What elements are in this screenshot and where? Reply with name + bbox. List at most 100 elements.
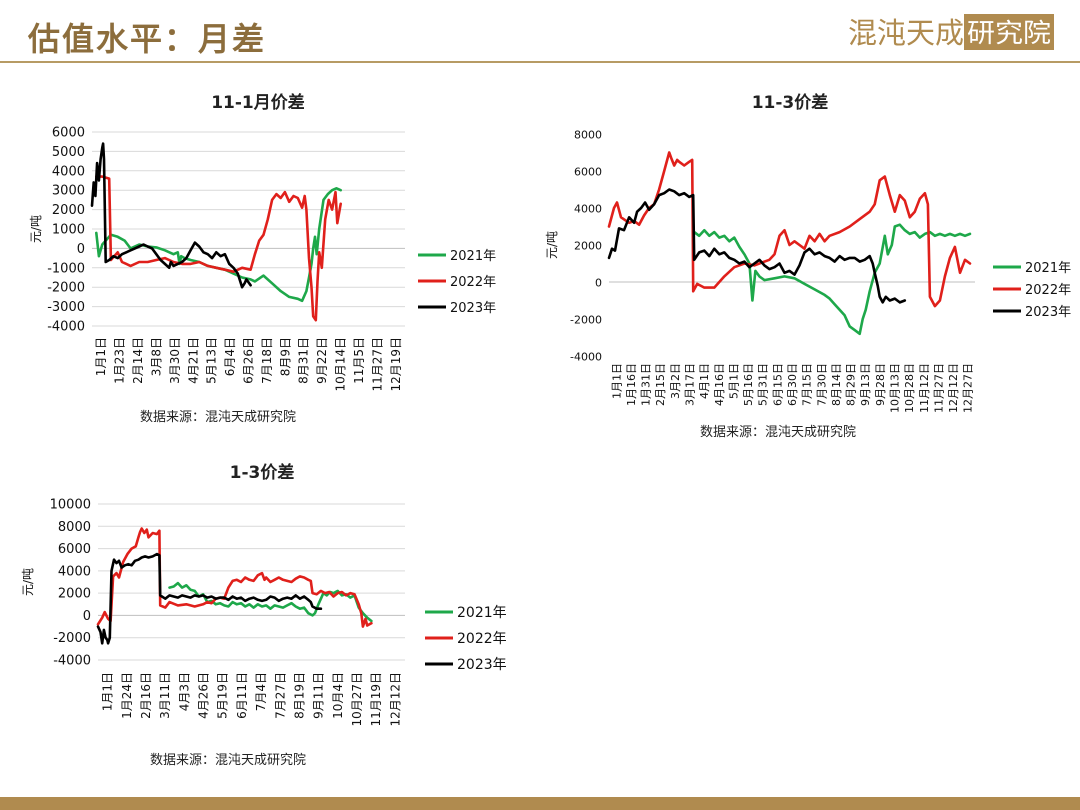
x-tick-label: 4月21日 xyxy=(186,337,200,384)
x-tick-label: 8月14日 xyxy=(830,363,843,406)
y-tick-label: 1000 xyxy=(52,223,85,238)
x-tick-label: 8月29日 xyxy=(845,363,858,406)
x-tick-label: 4月16日 xyxy=(713,363,726,406)
x-tick-label: 5月19日 xyxy=(216,672,230,719)
y-tick-label: 6000 xyxy=(52,126,85,141)
x-tick-label: 2月14日 xyxy=(131,337,145,384)
series-line-2023 xyxy=(90,142,252,289)
x-tick-label: 5月16日 xyxy=(742,363,755,406)
y-tick-label: 0 xyxy=(77,242,85,257)
y-tick-label: -4000 xyxy=(53,654,91,669)
x-tick-label: 4月26日 xyxy=(197,672,211,719)
legend-label: 2023年 xyxy=(1025,305,1071,320)
x-tick-label: 6月30日 xyxy=(786,363,799,406)
y-tick-label: -4000 xyxy=(47,320,85,335)
x-tick-label: 7月18日 xyxy=(260,337,274,384)
chart-11-1-spread: 11-1月价差 元/吨 数据来源：混沌天成研究院 -4000 -3000 -2000… xyxy=(29,92,496,425)
legend-label: 2022年 xyxy=(1025,283,1071,298)
y-tick-label: 5000 xyxy=(52,145,85,160)
legend: 2021年 2022年 2023年 xyxy=(425,605,507,673)
x-tick-label: 6月15日 xyxy=(771,363,784,406)
x-tick-label: 10月4日 xyxy=(331,672,345,719)
series-line-2023 xyxy=(607,188,907,304)
y-tick-label: 3000 xyxy=(52,184,85,199)
y-axis-ticks: -4000 -3000 -2000 -1000 0 1000 2000 3000 4000 500… xyxy=(47,126,85,335)
legend-label: 2023年 xyxy=(450,301,496,316)
legend-label: 2021年 xyxy=(457,605,507,621)
chart-11-3-spread: 11-3价差 元/吨 数据来源：混沌天成研究院 -4000 -2000 0 2000 4… xyxy=(545,92,1071,440)
y-tick-label: 0 xyxy=(83,609,91,624)
legend: 2021年 2022年 2023年 xyxy=(993,261,1071,320)
y-axis-unit: 元/吨 xyxy=(545,231,559,259)
y-tick-label: 10000 xyxy=(50,498,91,513)
series-lines xyxy=(607,151,972,336)
series-lines xyxy=(96,527,373,645)
x-tick-label: 7月30日 xyxy=(815,363,828,406)
x-tick-label: 3月8日 xyxy=(149,337,163,376)
x-tick-label: 9月13日 xyxy=(859,363,872,406)
footer-bar xyxy=(0,797,1080,810)
x-tick-label: 1月1日 xyxy=(94,337,108,376)
legend-label: 2021年 xyxy=(450,249,496,264)
data-source: 数据来源：混沌天成研究院 xyxy=(150,753,306,768)
x-tick-label: 1月16日 xyxy=(625,363,638,406)
x-tick-label: 10月13日 xyxy=(888,363,901,413)
x-tick-label: 1月24日 xyxy=(120,672,134,719)
y-axis-ticks: -4000 -2000 0 2000 4000 6000 8000 xyxy=(570,129,602,364)
y-tick-label: 2000 xyxy=(58,587,91,602)
x-tick-label: 5月31日 xyxy=(757,363,770,406)
x-axis-ticks: 1月1日 1月23日 2月14日 3月8日 3月30日 4月21日 5月13日 6月4日 6月2… xyxy=(94,337,403,392)
x-tick-label: 10月27日 xyxy=(350,672,364,727)
y-tick-label: 8000 xyxy=(574,129,602,142)
grid-lines xyxy=(92,131,405,327)
legend-label: 2023年 xyxy=(457,657,507,673)
header-divider xyxy=(0,61,1080,63)
legend-label: 2022年 xyxy=(450,275,496,290)
x-tick-label: 11月5日 xyxy=(352,337,366,384)
x-tick-label: 9月28日 xyxy=(874,363,887,406)
y-tick-label: 0 xyxy=(595,277,602,290)
grid-lines xyxy=(98,503,405,661)
x-tick-label: 12月12日 xyxy=(947,363,960,413)
x-tick-label: 8月31日 xyxy=(297,337,311,384)
y-axis-ticks: -4000 -2000 0 2000 4000 6000 8000 10000 xyxy=(50,498,91,669)
x-tick-label: 1月1日 xyxy=(101,672,115,711)
x-tick-label: 6月4日 xyxy=(223,337,237,376)
x-tick-label: 2月15日 xyxy=(654,363,667,406)
y-tick-label: 6000 xyxy=(58,542,91,557)
x-tick-label: 3月2日 xyxy=(669,363,682,399)
series-lines xyxy=(90,142,342,322)
x-tick-label: 5月13日 xyxy=(205,337,219,384)
chart-title: 11-3价差 xyxy=(752,92,829,113)
x-tick-label: 8月19日 xyxy=(292,672,306,719)
series-line-2023 xyxy=(96,552,323,645)
x-tick-label: 2月16日 xyxy=(139,672,153,719)
x-tick-label: 9月22日 xyxy=(315,337,329,384)
x-tick-label: 12月19日 xyxy=(389,337,403,392)
series-line-2022 xyxy=(95,175,342,322)
brand-logo: 混沌天成 研究院 xyxy=(848,14,1054,50)
x-tick-label: 12月12日 xyxy=(388,672,402,727)
x-tick-label: 7月27日 xyxy=(273,672,287,719)
x-axis-ticks: 1月1日 1月16日 1月31日 2月15日 3月2日 3月17日 4月1日 4月16日 5月1… xyxy=(610,363,974,413)
brand-logo-text-b: 研究院 xyxy=(967,19,1051,49)
brand-logo-block xyxy=(964,14,1054,50)
legend-label: 2022年 xyxy=(457,631,507,647)
x-tick-label: 6月26日 xyxy=(242,337,256,384)
x-tick-label: 3月11日 xyxy=(158,672,172,719)
x-tick-label: 11月19日 xyxy=(369,672,383,727)
x-tick-label: 1月23日 xyxy=(113,337,127,384)
y-axis-unit: 元/吨 xyxy=(21,568,35,596)
x-tick-label: 11月27日 xyxy=(932,363,945,413)
y-tick-label: 2000 xyxy=(574,240,602,253)
x-tick-label: 11月27日 xyxy=(370,337,384,392)
x-tick-label: 5月1日 xyxy=(727,363,740,399)
x-tick-label: 4月3日 xyxy=(177,672,191,711)
y-tick-label: -3000 xyxy=(47,300,85,315)
y-tick-label: -2000 xyxy=(47,281,85,296)
page-title: 估值水平：月差 xyxy=(28,20,267,58)
data-source: 数据来源：混沌天成研究院 xyxy=(700,425,856,440)
y-tick-label: 8000 xyxy=(58,520,91,535)
data-source: 数据来源：混沌天成研究院 xyxy=(140,410,296,425)
chart-title: 1-3价差 xyxy=(230,462,295,483)
